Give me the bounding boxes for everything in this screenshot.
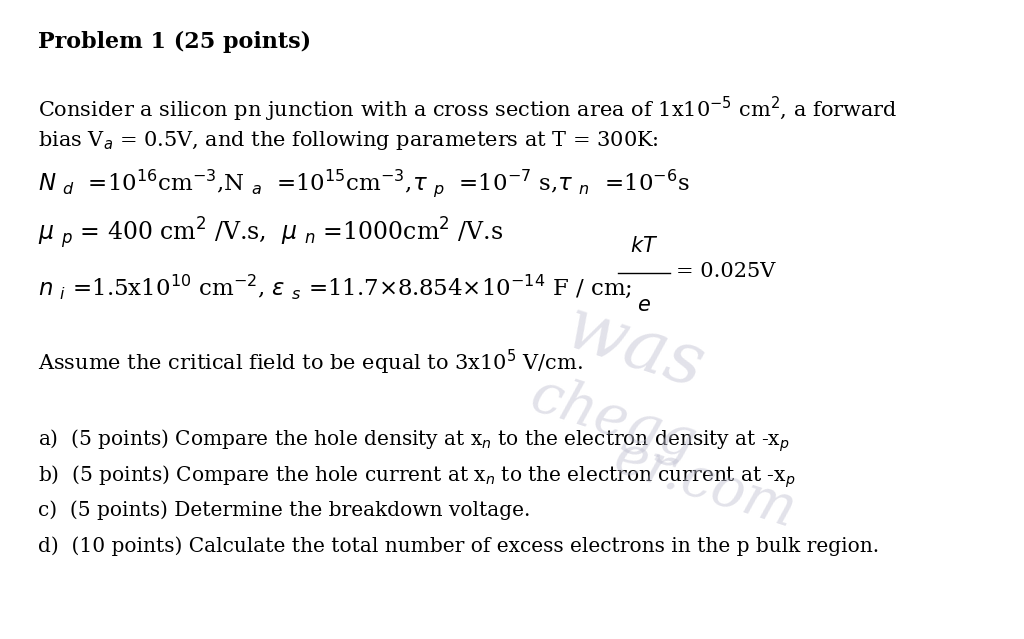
Text: Consider a silicon pn junction with a cross section area of 1x10$^{-5}$ cm$^{2}$: Consider a silicon pn junction with a cr… — [38, 95, 897, 124]
Text: $N$ $_{d}$  =10$^{16}$cm$^{-3}$,N $_{a}$  =10$^{15}$cm$^{-3}$,$\tau$ $_{p}$  =10: $N$ $_{d}$ =10$^{16}$cm$^{-3}$,N $_{a}$ … — [38, 167, 689, 199]
Text: $\mu$ $_{p}$ = 400 cm$^{2}$ /V.s,  $\mu$ $_{n}$ =1000cm$^{2}$ /V.s: $\mu$ $_{p}$ = 400 cm$^{2}$ /V.s, $\mu$ … — [38, 215, 503, 251]
Text: d)  (10 points) Calculate the total number of excess electrons in the p bulk reg: d) (10 points) Calculate the total numbe… — [38, 536, 879, 556]
Text: $kT$: $kT$ — [630, 236, 658, 256]
Text: $e$: $e$ — [637, 296, 651, 315]
Text: Assume the critical field to be equal to 3x10$^{5}$ V/cm.: Assume the critical field to be equal to… — [38, 348, 583, 377]
Text: Problem 1 (25 points): Problem 1 (25 points) — [38, 31, 311, 54]
Text: $n$ $_{i}$ =1.5x10$^{10}$ cm$^{-2}$, $\varepsilon$ $_{s}$ =11.7×8.854×10$^{-14}$: $n$ $_{i}$ =1.5x10$^{10}$ cm$^{-2}$, $\v… — [38, 272, 632, 301]
Text: bias V$_{a}$ = 0.5V, and the following parameters at T = 300K:: bias V$_{a}$ = 0.5V, and the following p… — [38, 130, 658, 153]
Text: c)  (5 points) Determine the breakdown voltage.: c) (5 points) Determine the breakdown vo… — [38, 500, 530, 520]
Text: was: was — [556, 293, 713, 403]
Text: = 0.025V: = 0.025V — [676, 263, 775, 282]
Text: a)  (5 points) Compare the hole density at x$_{n}$ to the electron density at -x: a) (5 points) Compare the hole density a… — [38, 427, 790, 454]
Text: b)  (5 points) Compare the hole current at x$_{n}$ to the electron current at -x: b) (5 points) Compare the hole current a… — [38, 464, 796, 490]
Text: chegg: chegg — [524, 369, 703, 473]
Text: er.com: er.com — [607, 429, 803, 539]
